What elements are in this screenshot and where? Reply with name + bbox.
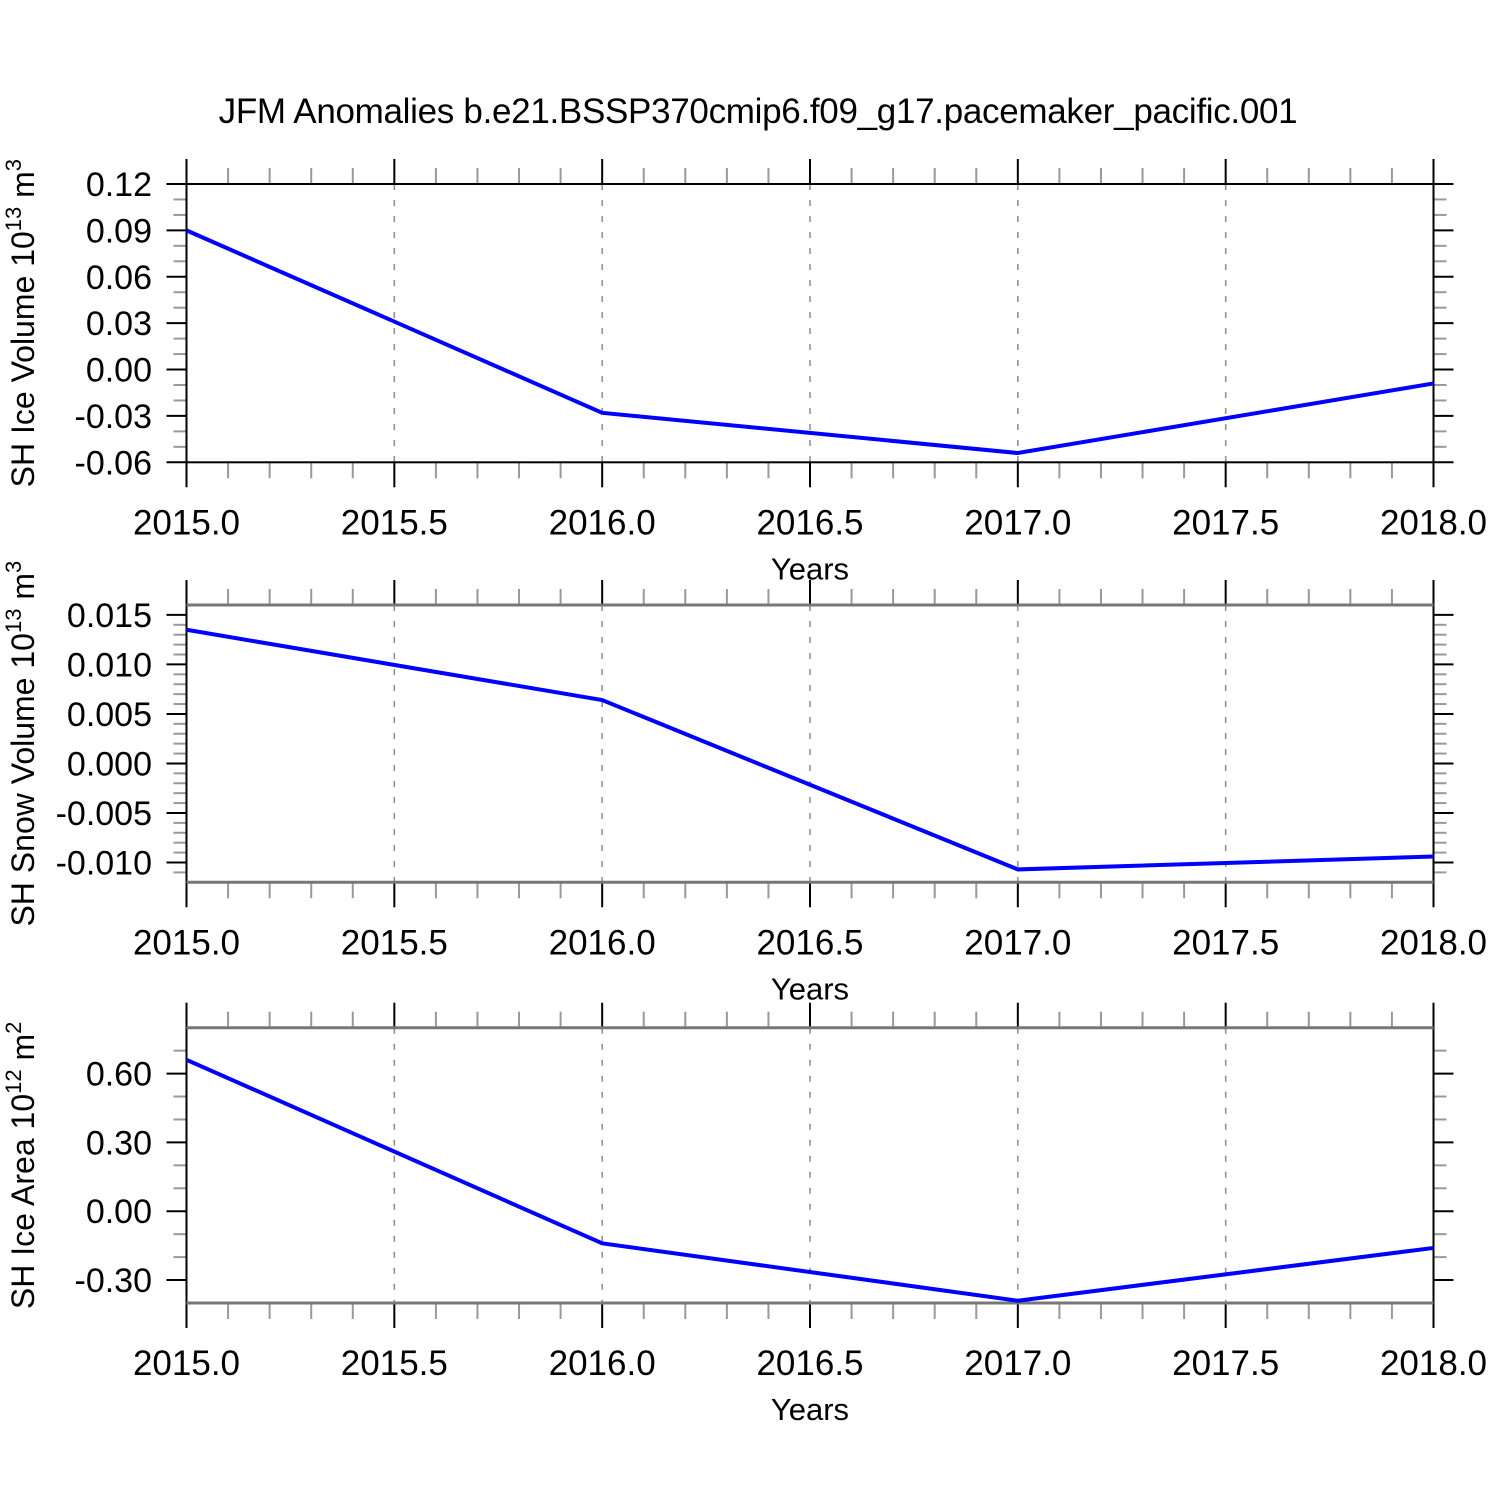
x-tick-label: 2018.0 (1380, 923, 1487, 962)
series-line-sh-ice-area (185, 1057, 1434, 1303)
plot-frame (185, 1026, 1435, 1304)
x-tick-label: 2015.5 (341, 1344, 448, 1383)
y-axis-title-sup: 2 (1, 1022, 26, 1034)
y-axis-title-text: SH Ice Volume 10 (5, 231, 41, 487)
x-tick-label: 2016.5 (756, 503, 863, 542)
y-tick-label: -0.06 (75, 444, 153, 482)
x-tick-label: 2018.0 (1380, 1344, 1487, 1383)
y-tick-label: 0.30 (86, 1124, 152, 1162)
series-line-sh-snow-volume (186, 627, 1434, 872)
y-axis-title: SH Snow Volume 1013 m3 (1, 561, 41, 927)
x-tick-label: 2015.5 (341, 503, 448, 542)
x-tick-label: 2015.0 (133, 503, 240, 542)
x-tick-label: 2017.5 (1172, 1344, 1279, 1383)
plot-frame (185, 604, 1435, 884)
y-axis-title-sup: 3 (1, 561, 26, 573)
x-axis-title: Years (771, 971, 849, 1006)
y-tick-label: 0.000 (67, 745, 152, 783)
plot-frame (185, 183, 1435, 464)
y-axis-title: SH Ice Area 1012 m2 (1, 1022, 41, 1310)
panel-sh-ice-volume: 0.12 0.09 0.06 0.03 0.00 -0.03 -0.06 2015.0 2015… (1, 159, 1487, 586)
y-axis-title-sup: 13 (1, 609, 26, 633)
x-tick-label: 2015.0 (133, 1344, 240, 1383)
y-axis-title-text: m (5, 1034, 41, 1070)
y-tick-label: 0.005 (67, 696, 152, 734)
y-axis-title-text: m (5, 171, 41, 207)
x-tick-label: 2016.5 (756, 1344, 863, 1383)
y-axis-title-sup: 3 (1, 159, 26, 171)
x-tick-label: 2018.0 (1380, 503, 1487, 542)
y-tick-label: 0.03 (86, 305, 152, 343)
figure-title: JFM Anomalies b.e21.BSSP370cmip6.f09_g17… (218, 92, 1298, 131)
y-tick-label: -0.005 (56, 795, 152, 833)
y-tick-label: 0.06 (86, 259, 152, 297)
x-tick-label: 2016.0 (549, 923, 656, 962)
x-tick-label: 2017.5 (1172, 923, 1279, 962)
y-axis-title-sup: 12 (1, 1069, 26, 1093)
y-tick-label: 0.010 (67, 646, 152, 684)
x-tick-label: 2016.0 (549, 1344, 656, 1383)
panel-sh-snow-volume: 0.015 0.010 0.005 0.000 -0.005 -0.010 2015.0 20… (1, 561, 1487, 1007)
y-axis-title-text: SH Ice Area 10 (5, 1094, 41, 1309)
y-tick-label: 0.09 (86, 212, 152, 250)
x-tick-label: 2015.0 (133, 923, 240, 962)
y-tick-label: 0.00 (86, 1193, 152, 1231)
y-axis-title-text: m (5, 573, 41, 609)
series-line-sh-ice-volume (185, 228, 1434, 456)
x-axis-title: Years (771, 1392, 849, 1427)
x-tick-label: 2017.0 (964, 923, 1071, 962)
x-tick-label: 2016.5 (756, 923, 863, 962)
panel-sh-ice-area: 0.60 0.30 0.00 -0.30 2015.0 2015.5 2016.0 2016.… (1, 1002, 1487, 1427)
y-tick-label: -0.03 (75, 398, 153, 436)
x-tick-label: 2017.0 (964, 1344, 1071, 1383)
y-tick-label: 0.015 (67, 597, 152, 635)
x-tick-label: 2017.0 (964, 503, 1071, 542)
x-tick-label: 2016.0 (549, 503, 656, 542)
y-axis-title: SH Ice Volume 1013 m3 (1, 159, 41, 487)
y-tick-label: 0.00 (86, 352, 152, 390)
y-tick-label: 0.12 (86, 166, 152, 204)
x-tick-label: 2017.5 (1172, 503, 1279, 542)
y-tick-label: -0.010 (56, 844, 152, 882)
x-tick-label: 2015.5 (341, 923, 448, 962)
y-tick-label: -0.30 (75, 1262, 153, 1300)
y-axis-title-sup: 13 (1, 207, 26, 231)
y-tick-label: 0.60 (86, 1056, 152, 1094)
y-axis-title-text: SH Snow Volume 10 (5, 633, 41, 927)
